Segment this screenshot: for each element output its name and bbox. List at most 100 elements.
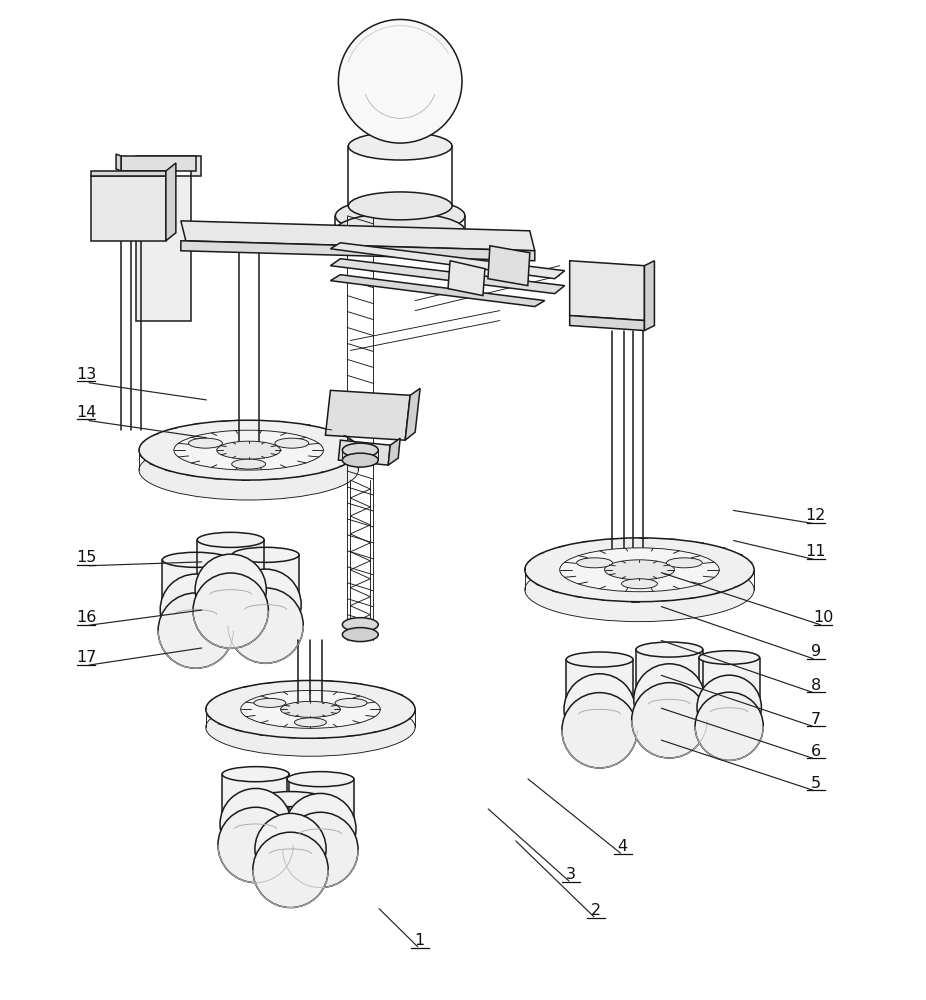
Circle shape xyxy=(697,675,761,740)
Text: 9: 9 xyxy=(810,644,820,659)
Circle shape xyxy=(338,19,462,143)
Ellipse shape xyxy=(621,579,657,589)
Polygon shape xyxy=(644,261,655,331)
Ellipse shape xyxy=(343,443,378,457)
Ellipse shape xyxy=(139,440,358,500)
Polygon shape xyxy=(257,799,324,849)
Polygon shape xyxy=(181,221,535,251)
Polygon shape xyxy=(121,156,195,171)
Polygon shape xyxy=(162,560,230,610)
Ellipse shape xyxy=(525,538,754,602)
Polygon shape xyxy=(331,243,565,279)
Ellipse shape xyxy=(699,701,759,714)
Polygon shape xyxy=(222,774,289,824)
Polygon shape xyxy=(569,261,644,321)
Text: 4: 4 xyxy=(618,839,628,854)
Ellipse shape xyxy=(667,558,702,568)
Ellipse shape xyxy=(222,816,289,832)
Ellipse shape xyxy=(699,651,759,664)
Circle shape xyxy=(158,593,233,668)
Text: 7: 7 xyxy=(810,712,820,727)
Polygon shape xyxy=(232,555,299,605)
Polygon shape xyxy=(488,246,530,286)
Text: 10: 10 xyxy=(813,610,833,625)
Circle shape xyxy=(255,813,326,885)
Circle shape xyxy=(564,674,635,745)
Ellipse shape xyxy=(232,459,266,469)
Ellipse shape xyxy=(287,821,354,837)
Ellipse shape xyxy=(605,560,674,580)
Polygon shape xyxy=(116,154,121,171)
Text: 11: 11 xyxy=(806,544,826,559)
Ellipse shape xyxy=(232,547,299,562)
Ellipse shape xyxy=(343,618,378,632)
Circle shape xyxy=(282,812,358,888)
Ellipse shape xyxy=(197,582,264,597)
Polygon shape xyxy=(699,658,759,707)
Ellipse shape xyxy=(206,698,415,756)
Ellipse shape xyxy=(162,552,230,567)
Circle shape xyxy=(160,574,232,645)
Text: 13: 13 xyxy=(76,367,96,382)
Ellipse shape xyxy=(343,628,378,642)
Polygon shape xyxy=(181,241,535,261)
Ellipse shape xyxy=(241,690,381,728)
Ellipse shape xyxy=(335,213,465,249)
Ellipse shape xyxy=(281,701,341,717)
Polygon shape xyxy=(136,176,191,321)
Text: 1: 1 xyxy=(415,933,425,948)
Polygon shape xyxy=(91,171,166,176)
Polygon shape xyxy=(636,650,703,699)
Ellipse shape xyxy=(343,453,378,467)
Polygon shape xyxy=(325,390,410,440)
Ellipse shape xyxy=(257,792,324,807)
Ellipse shape xyxy=(294,718,326,727)
Circle shape xyxy=(695,692,763,760)
Ellipse shape xyxy=(217,441,281,459)
Ellipse shape xyxy=(275,438,308,448)
Circle shape xyxy=(285,793,356,865)
Text: 6: 6 xyxy=(810,744,820,759)
Text: 17: 17 xyxy=(76,650,96,665)
Polygon shape xyxy=(197,540,264,590)
Circle shape xyxy=(230,569,301,640)
Text: 3: 3 xyxy=(566,867,576,882)
Polygon shape xyxy=(331,259,565,294)
Ellipse shape xyxy=(206,680,415,738)
Ellipse shape xyxy=(197,532,264,547)
Ellipse shape xyxy=(335,698,367,707)
Ellipse shape xyxy=(559,548,720,592)
Polygon shape xyxy=(338,440,390,465)
Polygon shape xyxy=(331,275,544,307)
Text: 14: 14 xyxy=(76,405,96,420)
Ellipse shape xyxy=(566,702,633,717)
Ellipse shape xyxy=(335,198,465,234)
Circle shape xyxy=(218,807,294,883)
Polygon shape xyxy=(166,163,176,241)
Text: 5: 5 xyxy=(810,776,820,791)
Circle shape xyxy=(253,832,328,908)
Ellipse shape xyxy=(348,192,452,220)
Ellipse shape xyxy=(174,430,323,470)
Ellipse shape xyxy=(189,438,222,448)
Ellipse shape xyxy=(348,132,452,160)
Ellipse shape xyxy=(566,652,633,667)
Text: 8: 8 xyxy=(810,678,820,693)
Circle shape xyxy=(228,588,304,663)
Polygon shape xyxy=(569,316,644,331)
Ellipse shape xyxy=(525,558,754,622)
Text: 12: 12 xyxy=(806,508,826,523)
Circle shape xyxy=(632,683,707,758)
Ellipse shape xyxy=(636,642,703,657)
Polygon shape xyxy=(566,660,633,709)
Polygon shape xyxy=(287,779,354,829)
Polygon shape xyxy=(406,388,420,440)
Ellipse shape xyxy=(139,420,358,480)
Circle shape xyxy=(195,554,267,625)
Ellipse shape xyxy=(232,597,299,612)
Ellipse shape xyxy=(577,558,612,568)
Polygon shape xyxy=(91,176,166,241)
Polygon shape xyxy=(448,261,485,296)
Ellipse shape xyxy=(257,841,324,856)
Ellipse shape xyxy=(254,698,286,707)
